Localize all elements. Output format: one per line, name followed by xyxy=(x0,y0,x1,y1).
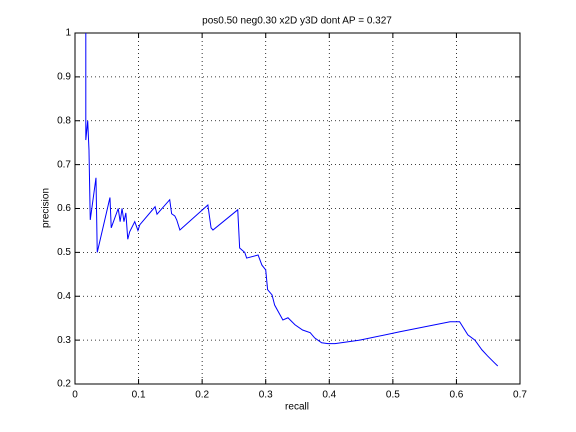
y-tick-label: 1 xyxy=(65,28,71,39)
y-axis-label: precision xyxy=(41,188,52,228)
y-tick-label: 0.2 xyxy=(57,379,71,390)
x-tick-label: 0.6 xyxy=(449,390,463,401)
y-tick-label: 0.3 xyxy=(57,335,71,346)
x-tick-label: 0.7 xyxy=(513,390,527,401)
pr-curve xyxy=(85,33,499,367)
x-tick-label: 0.3 xyxy=(259,390,273,401)
y-tick-label: 0.5 xyxy=(57,247,71,258)
x-axis-label: recall xyxy=(285,402,309,413)
plot-frame xyxy=(74,32,521,385)
x-tick-label: 0.5 xyxy=(386,390,400,401)
y-tick-label: 0.7 xyxy=(57,159,71,170)
x-tick-label: 0 xyxy=(72,390,78,401)
y-tick-label: 0.9 xyxy=(57,72,71,83)
y-tick-label: 0.6 xyxy=(57,203,71,214)
x-tick-label: 0.4 xyxy=(322,390,336,401)
x-tick-label: 0.2 xyxy=(195,390,209,401)
y-tick-label: 0.8 xyxy=(57,115,71,126)
y-tick-label: 0.4 xyxy=(57,291,71,302)
x-tick-label: 0.1 xyxy=(132,390,146,401)
chart-title: pos0.50 neg0.30 x2D y3D dont AP = 0.327 xyxy=(202,16,392,27)
